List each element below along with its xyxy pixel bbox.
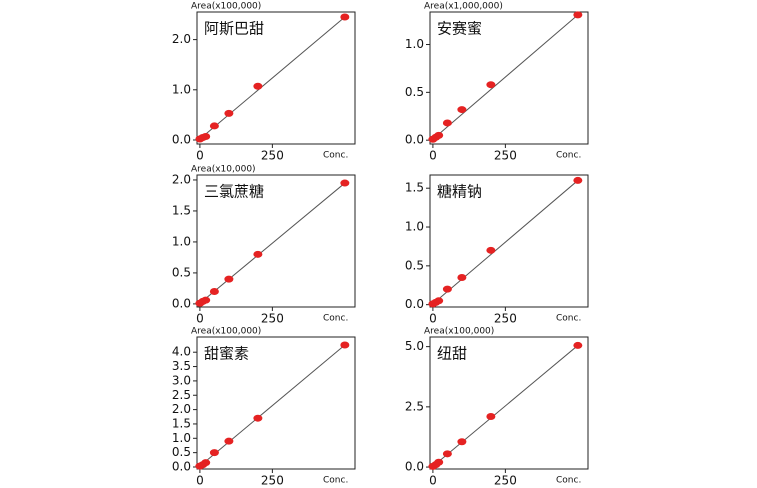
- plot-frame: [196, 336, 356, 470]
- x-tick-label: 250: [261, 312, 284, 326]
- y-tick-label: 1.0: [405, 37, 424, 51]
- y-tick-label: 0.0: [405, 133, 424, 147]
- calibration-line: [199, 16, 346, 140]
- data-point: [442, 285, 452, 293]
- x-tick-label: 0: [429, 474, 437, 488]
- y-tick-label: 0.5: [405, 258, 424, 272]
- y-tick-label: 0.5: [172, 265, 191, 279]
- y-tick-label: 3.5: [172, 359, 191, 373]
- y-tick-label: 2.5: [172, 388, 191, 402]
- chart-title: 阿斯巴甜: [204, 20, 264, 38]
- y-tick-label: 1.0: [172, 431, 191, 445]
- y-axis-label: Area(x100,000): [191, 2, 261, 12]
- data-point: [442, 450, 452, 458]
- x-tick-label: 0: [196, 312, 204, 326]
- data-point: [201, 296, 211, 304]
- chart-title: 糖精钠: [437, 183, 482, 201]
- chart-title: 甜蜜素: [204, 345, 249, 363]
- calibration-line: [432, 345, 579, 467]
- y-tick-label: 0.0: [172, 296, 191, 310]
- data-point: [573, 341, 583, 349]
- y-tick-label: 0.5: [172, 445, 191, 459]
- data-point: [209, 122, 219, 130]
- data-point: [486, 412, 496, 420]
- data-point: [340, 13, 350, 21]
- data-point: [253, 250, 263, 258]
- calibration-line: [199, 182, 346, 304]
- data-point: [457, 106, 467, 114]
- data-point: [253, 414, 263, 422]
- y-tick-label: 4.0: [172, 345, 191, 359]
- x-axis-label: Conc.: [556, 314, 581, 324]
- data-point: [434, 131, 444, 139]
- y-tick-label: 2.0: [172, 402, 191, 416]
- y-tick-label: 1.0: [172, 234, 191, 248]
- chart-title: 三氯蔗糖: [204, 183, 264, 201]
- data-point: [224, 437, 234, 445]
- x-tick-label: 0: [196, 474, 204, 488]
- x-axis-label: Conc.: [323, 476, 348, 486]
- plot-frame: [429, 336, 589, 470]
- x-axis-label: Conc.: [323, 314, 348, 324]
- y-axis-label: Area(x100,000): [191, 327, 261, 337]
- chart-title: 纽甜: [437, 345, 467, 363]
- data-point: [486, 81, 496, 89]
- x-axis-label: Conc.: [323, 151, 348, 161]
- x-tick-label: 0: [429, 312, 437, 326]
- x-tick-label: 250: [494, 149, 517, 163]
- calibration-line: [199, 344, 346, 467]
- y-tick-label: 1.0: [405, 220, 424, 234]
- y-tick-label: 0.0: [405, 460, 424, 474]
- x-tick-label: 0: [196, 149, 204, 163]
- y-tick-label: 1.5: [405, 181, 424, 195]
- data-point: [434, 297, 444, 305]
- data-point: [201, 132, 211, 140]
- x-tick-label: 250: [261, 474, 284, 488]
- x-axis-label: Conc.: [556, 476, 581, 486]
- y-tick-label: 2.0: [172, 32, 191, 46]
- data-point: [457, 273, 467, 281]
- x-axis-label: Conc.: [556, 151, 581, 161]
- y-axis-label: Area(x100,000): [424, 327, 494, 337]
- data-point: [442, 119, 452, 127]
- y-tick-label: 1.5: [172, 416, 191, 430]
- data-point: [340, 341, 350, 349]
- data-point: [573, 176, 583, 184]
- y-tick-label: 2.5: [405, 399, 424, 413]
- y-tick-label: 0.5: [405, 85, 424, 99]
- data-point: [573, 11, 583, 19]
- y-tick-label: 2.0: [172, 172, 191, 186]
- y-tick-label: 3.0: [172, 373, 191, 387]
- calibration-line: [432, 180, 579, 305]
- x-tick-label: 250: [261, 149, 284, 163]
- data-point: [224, 109, 234, 117]
- y-tick-label: 0.0: [172, 132, 191, 146]
- y-tick-label: 1.5: [172, 203, 191, 217]
- plot-frame: [429, 11, 589, 145]
- y-tick-label: 1.0: [172, 82, 191, 96]
- data-point: [253, 82, 263, 90]
- data-point: [340, 179, 350, 187]
- y-axis-label: Area(x10,000): [191, 165, 256, 175]
- plot-frame: [429, 174, 589, 308]
- x-tick-label: 0: [429, 149, 437, 163]
- data-point: [209, 288, 219, 296]
- chart-title: 安赛蜜: [437, 20, 482, 38]
- calibration-line: [432, 14, 579, 140]
- y-tick-label: 5.0: [405, 339, 424, 353]
- data-point: [201, 459, 211, 467]
- data-point: [457, 438, 467, 446]
- x-tick-label: 250: [494, 474, 517, 488]
- y-tick-label: 0.0: [172, 459, 191, 473]
- data-point: [224, 275, 234, 283]
- y-tick-label: 0.0: [405, 297, 424, 311]
- data-point: [209, 449, 219, 457]
- data-point: [486, 246, 496, 254]
- y-axis-label: Area(x1,000,000): [424, 2, 503, 12]
- x-tick-label: 250: [494, 312, 517, 326]
- plot-frame: [196, 174, 356, 308]
- data-point: [434, 458, 444, 466]
- plot-frame: [196, 11, 356, 145]
